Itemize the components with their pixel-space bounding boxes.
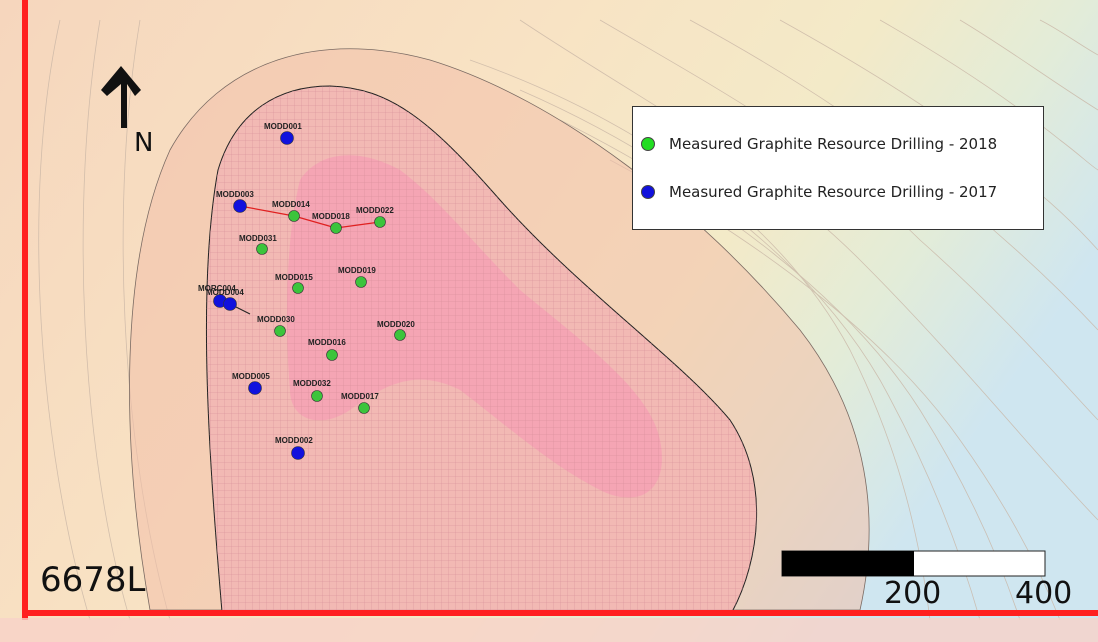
drill-label-modd014: MODD014: [272, 200, 310, 209]
drill-hole-modd032: [311, 390, 323, 402]
resource-grid: [206, 86, 757, 612]
section-boundary-left: [22, 0, 28, 620]
drill-label-modd001: MODD001: [264, 122, 302, 131]
drill-label-modd002: MODD002: [275, 436, 313, 445]
drill-label-modd004: MODD004: [206, 288, 244, 297]
drill-hole-modd001: [280, 131, 294, 145]
legend-item-2018: Measured Graphite Resource Drilling - 20…: [641, 135, 997, 153]
drill-hole-modd004: [223, 297, 237, 311]
drill-hole-modd020: [394, 329, 406, 341]
drill-label-modd003: MODD003: [216, 190, 254, 199]
drill-label-modd019: MODD019: [338, 266, 376, 275]
drill-hole-modd014: [288, 210, 300, 222]
scale-bar: [781, 550, 1046, 577]
drill-hole-modd002: [291, 446, 305, 460]
green-dot-icon: [641, 137, 655, 151]
drill-hole-modd018: [330, 222, 342, 234]
scale-tick-200: 200: [884, 576, 942, 611]
drill-label-morc004: MORC004: [198, 284, 236, 293]
section-label: 6678L: [40, 560, 146, 600]
legend-label-2018: Measured Graphite Resource Drilling - 20…: [669, 135, 998, 153]
drill-label-modd005: MODD005: [232, 372, 270, 381]
drill-hole-modd022: [374, 216, 386, 228]
contour-lines: [38, 19, 1098, 621]
drill-label-modd031: MODD031: [239, 234, 277, 243]
drill-label-modd018: MODD018: [312, 212, 350, 221]
legend-label-2017: Measured Graphite Resource Drilling - 20…: [669, 183, 998, 201]
drill-hole-modd005: [248, 381, 262, 395]
bottom-strip: [0, 618, 1098, 642]
blue-dot-icon: [641, 185, 655, 199]
drill-hole-modd017: [358, 402, 370, 414]
drill-label-modd015: MODD015: [275, 273, 313, 282]
scale-tick-400: 400: [1015, 576, 1073, 611]
drill-label-modd020: MODD020: [377, 320, 415, 329]
drill-hole-modd030: [274, 325, 286, 337]
section-boundary-bottom: [22, 610, 1098, 616]
drill-hole-modd016: [326, 349, 338, 361]
map-legend: Measured Graphite Resource Drilling - 20…: [632, 106, 1044, 230]
drill-holes: MODD001 MODD003 MORC004 MODD004 MODD005 …: [198, 122, 415, 460]
drill-hole-modd015: [292, 282, 304, 294]
drill-label-modd022: MODD022: [356, 206, 394, 215]
drill-label-modd016: MODD016: [308, 338, 346, 347]
drill-hole-modd019: [355, 276, 367, 288]
drill-label-modd017: MODD017: [341, 392, 379, 401]
north-arrow-icon: [101, 66, 141, 128]
drill-hole-modd003: [233, 199, 247, 213]
legend-item-2017: Measured Graphite Resource Drilling - 20…: [641, 183, 997, 201]
drill-label-modd032: MODD032: [293, 379, 331, 388]
drill-hole-modd031: [256, 243, 268, 255]
north-label: N: [134, 128, 154, 158]
drill-label-modd030: MODD030: [257, 315, 295, 324]
